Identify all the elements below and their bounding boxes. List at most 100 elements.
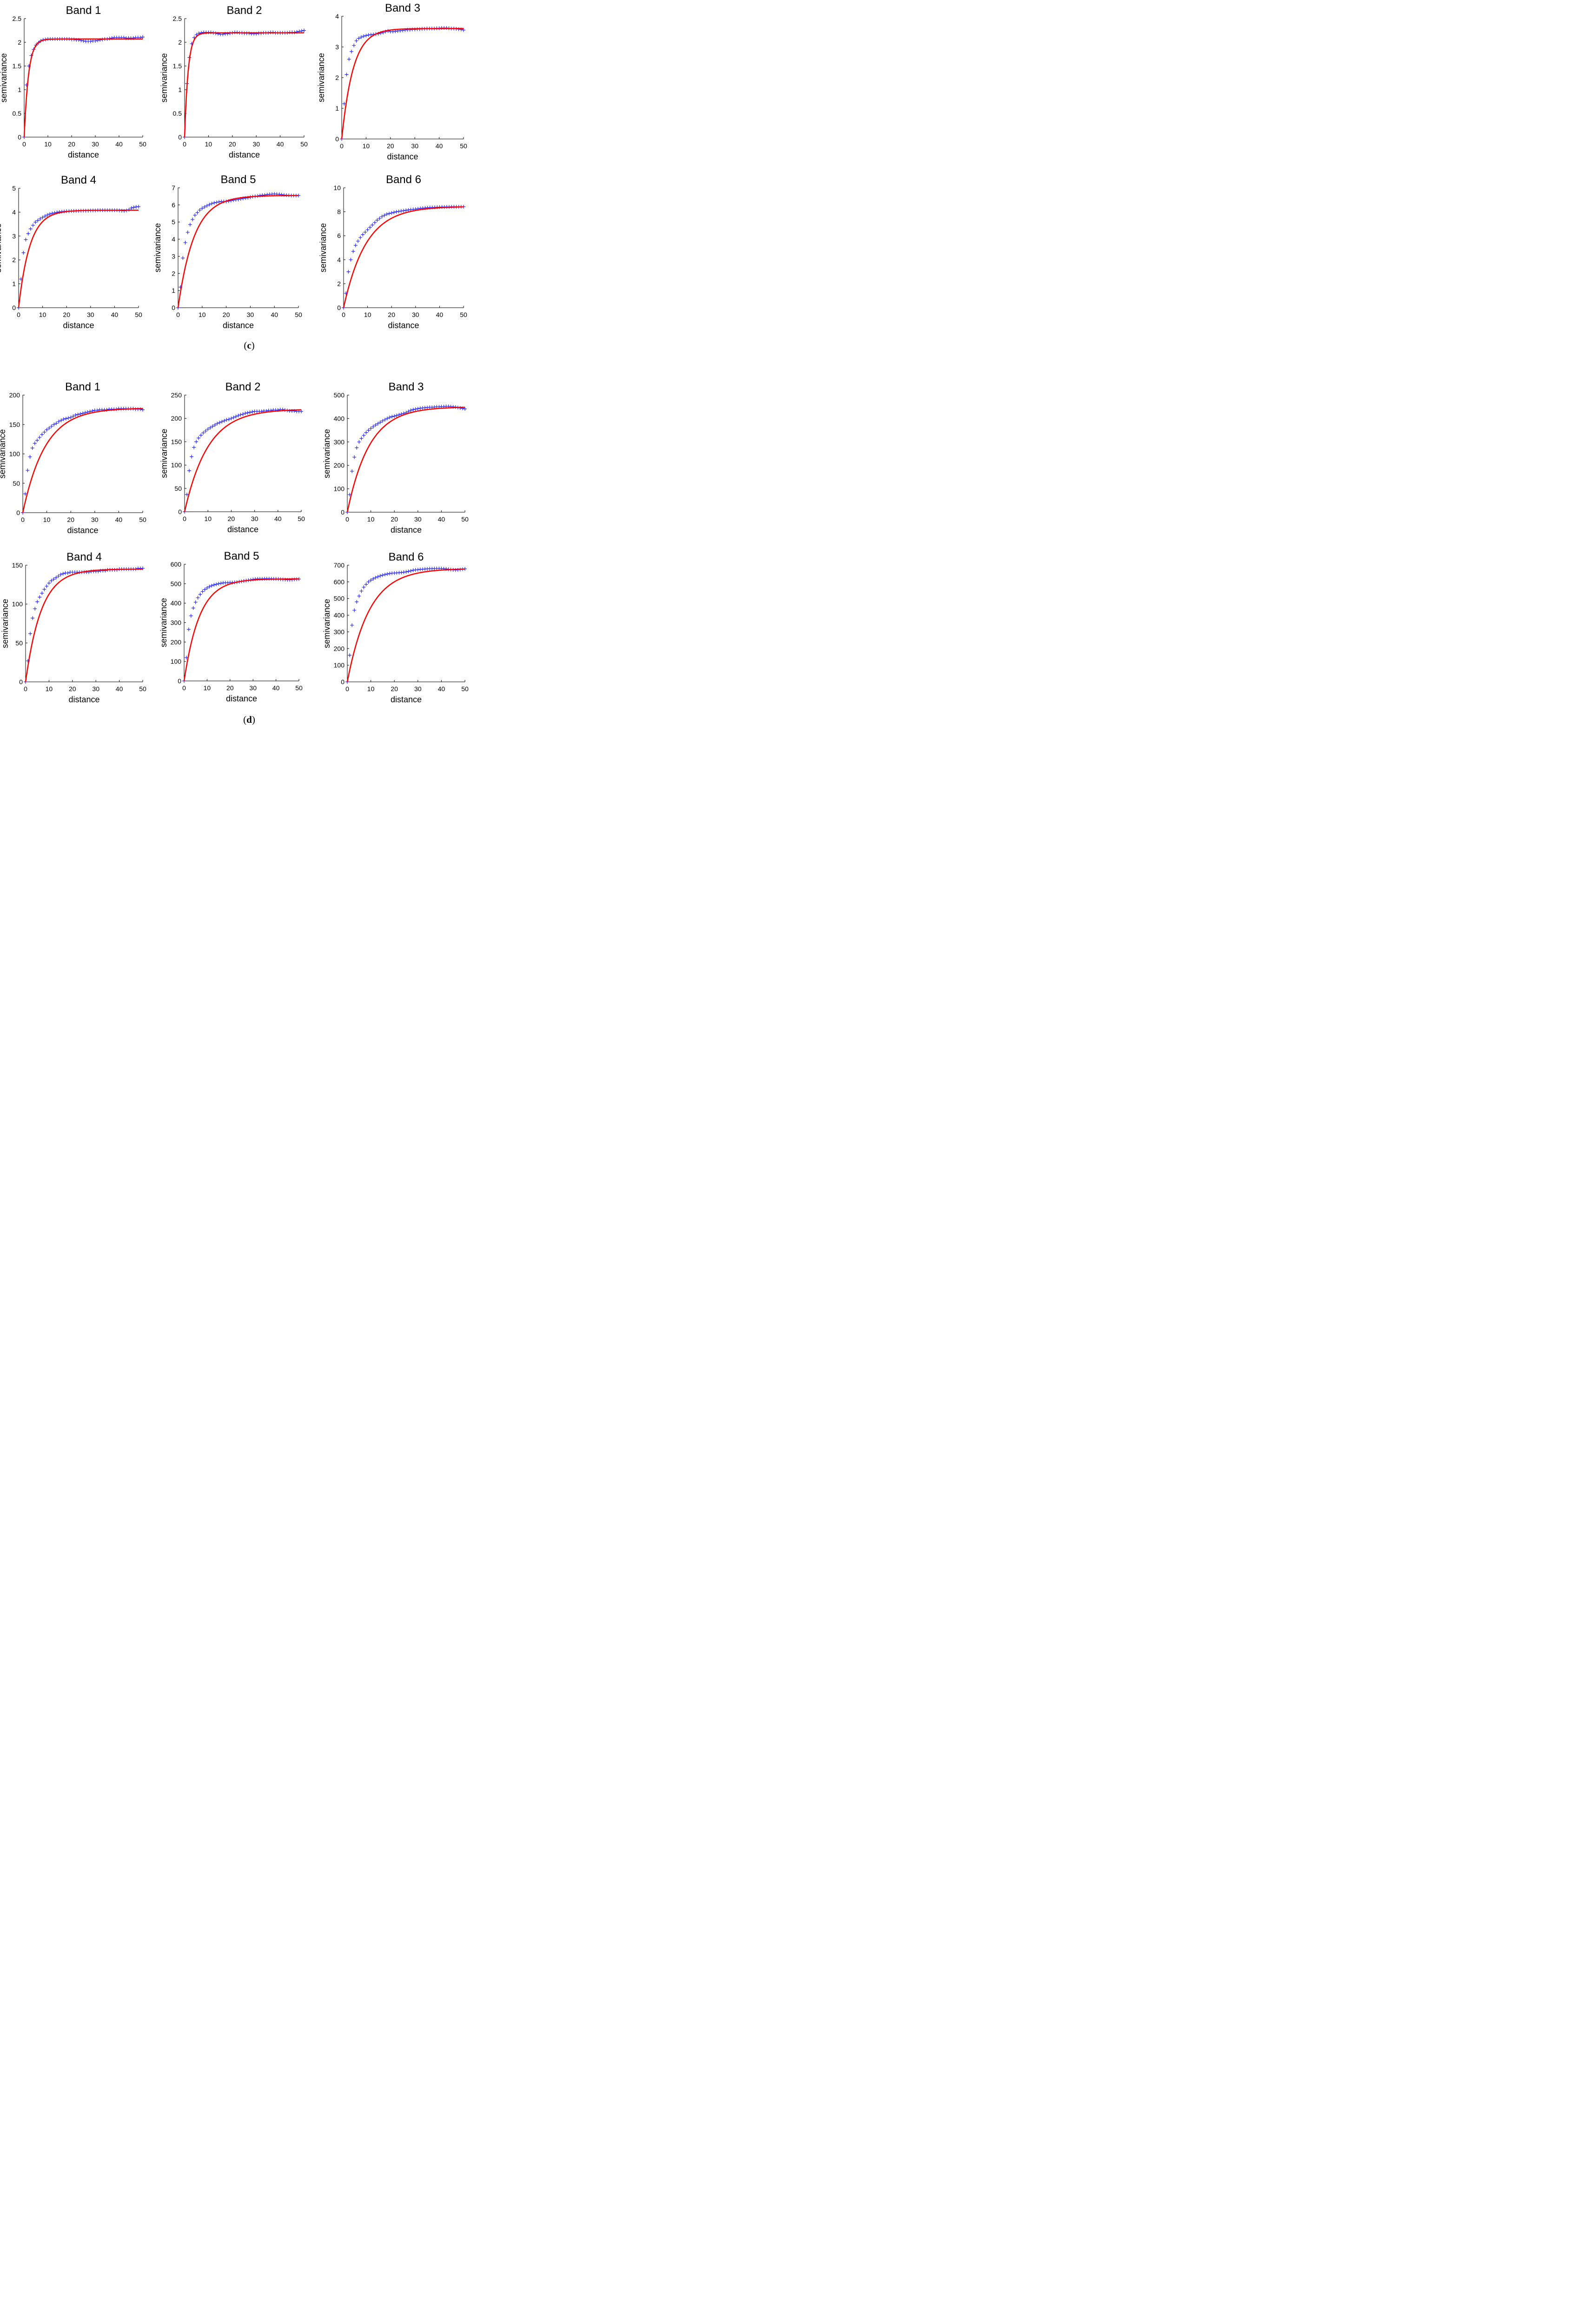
observed-point — [366, 580, 371, 584]
observed-point — [385, 416, 390, 421]
observed-point — [45, 584, 49, 588]
x-tick-label: 30 — [92, 140, 99, 148]
observed-point — [212, 583, 216, 587]
observed-point — [210, 201, 214, 205]
observed-point — [392, 414, 397, 418]
observed-point — [380, 419, 384, 423]
observed-point — [383, 573, 387, 577]
observed-point — [138, 407, 142, 411]
observed-point — [40, 591, 44, 595]
y-tick-label: 1.5 — [173, 62, 182, 70]
y-tick-label: 1 — [178, 86, 182, 93]
observed-point — [137, 205, 140, 209]
x-tick-label: 0 — [22, 140, 26, 148]
observed-point — [73, 413, 78, 417]
y-tick-label: 300 — [171, 619, 182, 627]
observed-point — [376, 422, 380, 426]
y-tick-label: 1.5 — [13, 62, 22, 70]
observed-point — [28, 227, 33, 231]
x-tick-label: 40 — [438, 515, 445, 523]
x-tick-label: 50 — [300, 140, 308, 148]
y-tick-label: 6 — [337, 232, 341, 239]
x-tick-label: 50 — [139, 685, 146, 693]
x-tick-label: 40 — [277, 140, 284, 148]
observed-point — [214, 582, 219, 587]
observed-point — [378, 574, 382, 578]
y-tick-label: 200 — [9, 391, 20, 399]
observed-point — [373, 575, 378, 580]
observed-point — [376, 574, 380, 579]
x-tick-label: 20 — [387, 142, 394, 150]
observed-point — [207, 203, 212, 207]
observed-point — [43, 214, 47, 218]
x-tick-label: 0 — [345, 515, 349, 523]
observed-point — [357, 440, 361, 444]
x-tick-label: 40 — [436, 142, 443, 150]
y-tick-label: 400 — [334, 415, 345, 422]
observed-point — [205, 586, 209, 590]
observed-point — [349, 257, 353, 262]
observed-point — [38, 436, 42, 440]
x-tick-label: 50 — [139, 516, 146, 523]
observed-point — [202, 205, 206, 209]
observed-point — [218, 421, 222, 425]
y-axis-label: semivariance — [317, 53, 326, 102]
y-axis-label: semivariance — [318, 223, 328, 272]
y-tick-label: 0 — [335, 135, 339, 143]
observed-point — [409, 408, 413, 412]
observed-point — [88, 39, 93, 43]
x-tick-label: 40 — [272, 684, 280, 692]
observed-point — [356, 239, 360, 243]
x-tick-label: 20 — [223, 311, 230, 318]
x-tick-label: 0 — [17, 311, 20, 318]
chart-title: Band 4 — [66, 551, 102, 563]
y-tick-label: 2 — [337, 280, 341, 287]
observed-point — [388, 571, 392, 575]
y-tick-label: 0 — [12, 304, 16, 311]
y-tick-label: 5 — [12, 185, 16, 192]
x-tick-label: 20 — [228, 515, 235, 522]
observed-point — [350, 469, 354, 473]
x-axis-label: distance — [67, 526, 98, 535]
y-tick-label: 0.5 — [173, 110, 182, 117]
x-tick-label: 20 — [391, 515, 398, 523]
observed-point — [185, 492, 189, 496]
observed-point — [413, 407, 418, 411]
y-tick-label: 150 — [12, 561, 23, 569]
chart-title: Band 1 — [65, 381, 100, 393]
observed-point — [52, 423, 56, 427]
observed-point — [30, 446, 34, 450]
x-axis-label: distance — [68, 150, 99, 159]
fitted-model-line — [184, 32, 304, 138]
observed-point — [210, 584, 214, 588]
observed-point — [391, 30, 395, 33]
observed-point — [212, 201, 216, 205]
observed-point — [38, 217, 42, 221]
y-tick-label: 400 — [334, 612, 345, 619]
y-axis-label: semivariance — [0, 429, 7, 478]
observed-point — [404, 208, 408, 212]
observed-point — [52, 577, 56, 581]
observed-point — [364, 430, 368, 435]
observed-point — [402, 570, 406, 574]
observed-point — [66, 416, 71, 420]
observed-point — [347, 57, 351, 61]
observed-point — [186, 627, 191, 632]
x-axis-label: distance — [391, 695, 422, 704]
observed-point — [416, 568, 420, 572]
chart-title: Band 2 — [226, 4, 262, 17]
observed-point — [35, 600, 40, 604]
y-tick-label: 50 — [15, 639, 23, 647]
observed-point — [250, 410, 254, 414]
x-tick-label: 40 — [115, 516, 123, 523]
chart-c-band1: 0 10 20 30 40 50 0 0.5 1 1.5 2 2.5 Band 1 distance sem… — [0, 4, 146, 159]
chart-title: Band 6 — [388, 551, 424, 563]
observed-point — [366, 33, 371, 37]
x-tick-label: 30 — [247, 311, 254, 318]
observed-point — [213, 423, 217, 427]
observed-point — [232, 416, 236, 420]
x-tick-label: 10 — [367, 685, 375, 693]
observed-point — [192, 445, 196, 449]
chart-c-band2: 0 10 20 30 40 50 0 0.5 1 1.5 2 2.5 Band 2 distance sem… — [159, 4, 308, 159]
